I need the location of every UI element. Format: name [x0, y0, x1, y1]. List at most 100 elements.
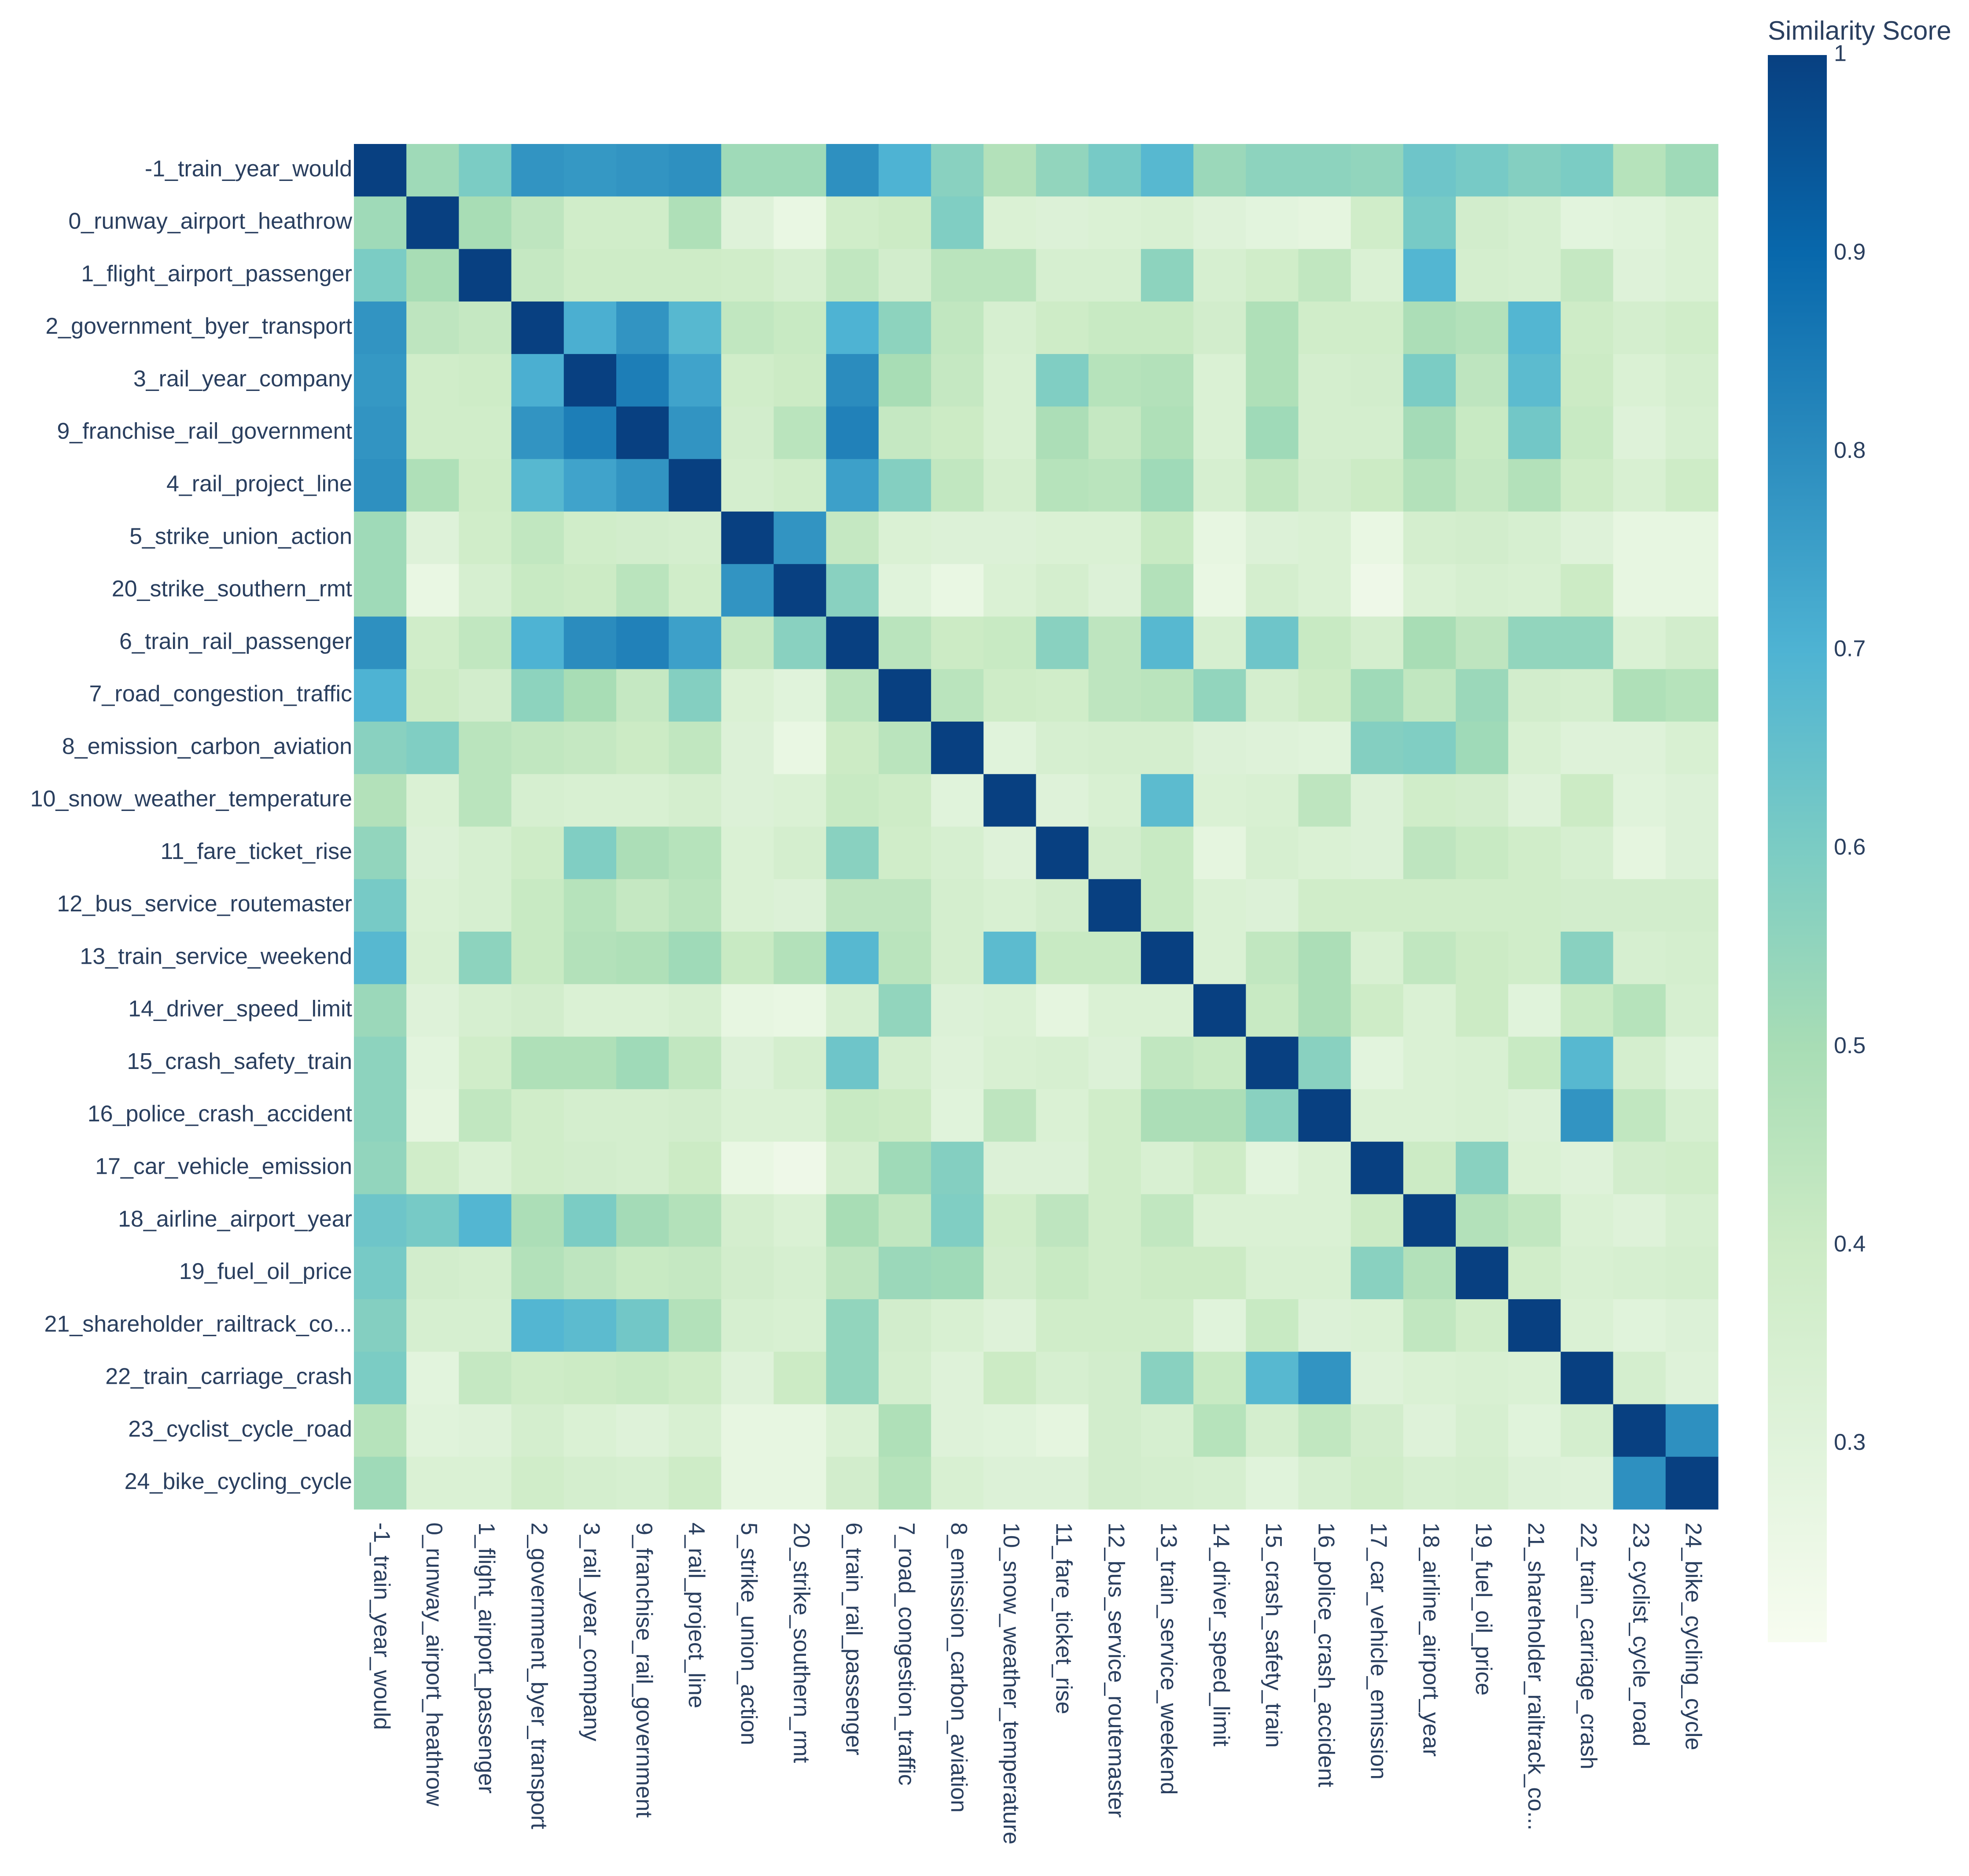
heatmap-cell: [878, 1036, 931, 1090]
heatmap-cells: [354, 144, 1719, 1510]
heatmap-cell: [1560, 196, 1614, 250]
heatmap-cell: [1403, 301, 1456, 354]
heatmap-cell: [1193, 879, 1246, 932]
heatmap-cell: [459, 879, 512, 932]
heatmap-cell: [563, 1299, 617, 1352]
heatmap-cell: [983, 196, 1037, 250]
heatmap-cell: [983, 616, 1037, 670]
heatmap-cell: [983, 826, 1037, 880]
heatmap-cell: [1246, 1194, 1299, 1247]
heatmap-cell: [1141, 879, 1194, 932]
heatmap-cell: [1246, 144, 1299, 197]
x-axis-tick-labels: -1_train_year_would 0_runway_airport_heat…: [369, 1522, 1706, 1844]
heatmap-cell: [1246, 511, 1299, 564]
heatmap-cell: [669, 984, 721, 1037]
heatmap-cell: [1088, 721, 1141, 774]
heatmap-cell: [1665, 1352, 1719, 1405]
heatmap-cell: [616, 354, 669, 407]
heatmap-cell: [1508, 564, 1561, 617]
heatmap-cell: [1246, 564, 1299, 617]
heatmap-cell: [1141, 1089, 1194, 1142]
heatmap-cell: [1193, 1036, 1246, 1090]
heatmap-cell: [1613, 1089, 1666, 1142]
heatmap-cell: [406, 511, 459, 564]
heatmap-cell: [1456, 774, 1509, 827]
heatmap-cell: [563, 564, 617, 617]
heatmap-cell: [721, 1036, 774, 1090]
y-tick-label: 3_rail_year_company: [133, 366, 352, 391]
heatmap-cell: [1508, 984, 1561, 1037]
colorbar-tick-label: 0.5: [1834, 1033, 1866, 1058]
heatmap-cell: [1193, 1089, 1246, 1142]
heatmap-cell: [1351, 826, 1404, 880]
heatmap-cell: [1088, 1246, 1141, 1300]
heatmap-cell: [1298, 1089, 1351, 1142]
y-tick-label: 16_police_crash_accident: [88, 1101, 353, 1127]
heatmap-cell: [1456, 459, 1509, 512]
heatmap-cell: [1456, 564, 1509, 617]
heatmap-cell: [773, 354, 827, 407]
heatmap-cell: [931, 669, 984, 722]
heatmap-cell: [931, 1456, 984, 1510]
heatmap-cell: [1508, 1246, 1561, 1300]
heatmap-cell: [1613, 249, 1666, 302]
heatmap-cell: [563, 459, 617, 512]
heatmap-cell: [1613, 826, 1666, 880]
heatmap-cell: [1665, 1089, 1719, 1142]
heatmap-cell: [406, 406, 459, 460]
heatmap-cell: [1088, 1404, 1141, 1457]
heatmap-cell: [1246, 1089, 1299, 1142]
heatmap-cell: [354, 932, 407, 984]
y-tick-label: 9_franchise_rail_government: [57, 419, 352, 444]
heatmap-cell: [931, 1246, 984, 1300]
heatmap-cell: [1665, 1404, 1719, 1457]
heatmap-cell: [1246, 196, 1299, 250]
heatmap-cell: [1193, 196, 1246, 250]
heatmap-cell: [354, 249, 407, 302]
heatmap-cell: [1193, 669, 1246, 722]
heatmap-cell: [511, 1299, 564, 1352]
heatmap-cell: [459, 932, 512, 984]
heatmap-cell: [563, 1194, 617, 1247]
heatmap-cell: [1036, 1194, 1089, 1247]
heatmap-cell: [1193, 1194, 1246, 1247]
heatmap-cell: [1036, 1299, 1089, 1352]
heatmap-cell: [1036, 721, 1089, 774]
heatmap-cell: [1403, 564, 1456, 617]
heatmap-cell: [1298, 459, 1351, 512]
heatmap-cell: [721, 406, 774, 460]
heatmap-cell: [1560, 1456, 1614, 1510]
heatmap-cell: [511, 196, 564, 250]
heatmap-cell: [878, 1456, 931, 1510]
heatmap-cell: [878, 1246, 931, 1300]
heatmap-cell: [1246, 1352, 1299, 1405]
heatmap-cell: [983, 1456, 1037, 1510]
heatmap-cell: [1246, 669, 1299, 722]
heatmap-cell: [1560, 932, 1614, 984]
heatmap-cell: [563, 774, 617, 827]
heatmap-cell: [354, 669, 407, 722]
heatmap-cell: [826, 616, 879, 670]
heatmap-cell: [1560, 511, 1614, 564]
heatmap-cell: [1246, 984, 1299, 1037]
heatmap-cell: [1613, 1142, 1666, 1194]
heatmap-cell: [616, 511, 669, 564]
heatmap-cell: [1036, 1036, 1089, 1090]
heatmap-cell: [354, 879, 407, 932]
heatmap-cell: [721, 249, 774, 302]
heatmap-cell: [1193, 774, 1246, 827]
heatmap-cell: [1193, 1246, 1246, 1300]
heatmap-cell: [511, 1246, 564, 1300]
heatmap-cell: [721, 721, 774, 774]
y-tick-label: 7_road_congestion_traffic: [89, 681, 352, 707]
heatmap-cell: [354, 301, 407, 354]
heatmap-cell: [1036, 774, 1089, 827]
heatmap-cell: [1665, 1036, 1719, 1090]
heatmap-cell: [721, 879, 774, 932]
y-tick-label: 6_train_rail_passenger: [119, 629, 352, 654]
heatmap-cell: [826, 826, 879, 880]
heatmap-cell: [826, 984, 879, 1037]
x-tick-label: 9_franchise_rail_government: [631, 1522, 657, 1818]
heatmap-cell: [1036, 1142, 1089, 1194]
heatmap-cell: [616, 406, 669, 460]
